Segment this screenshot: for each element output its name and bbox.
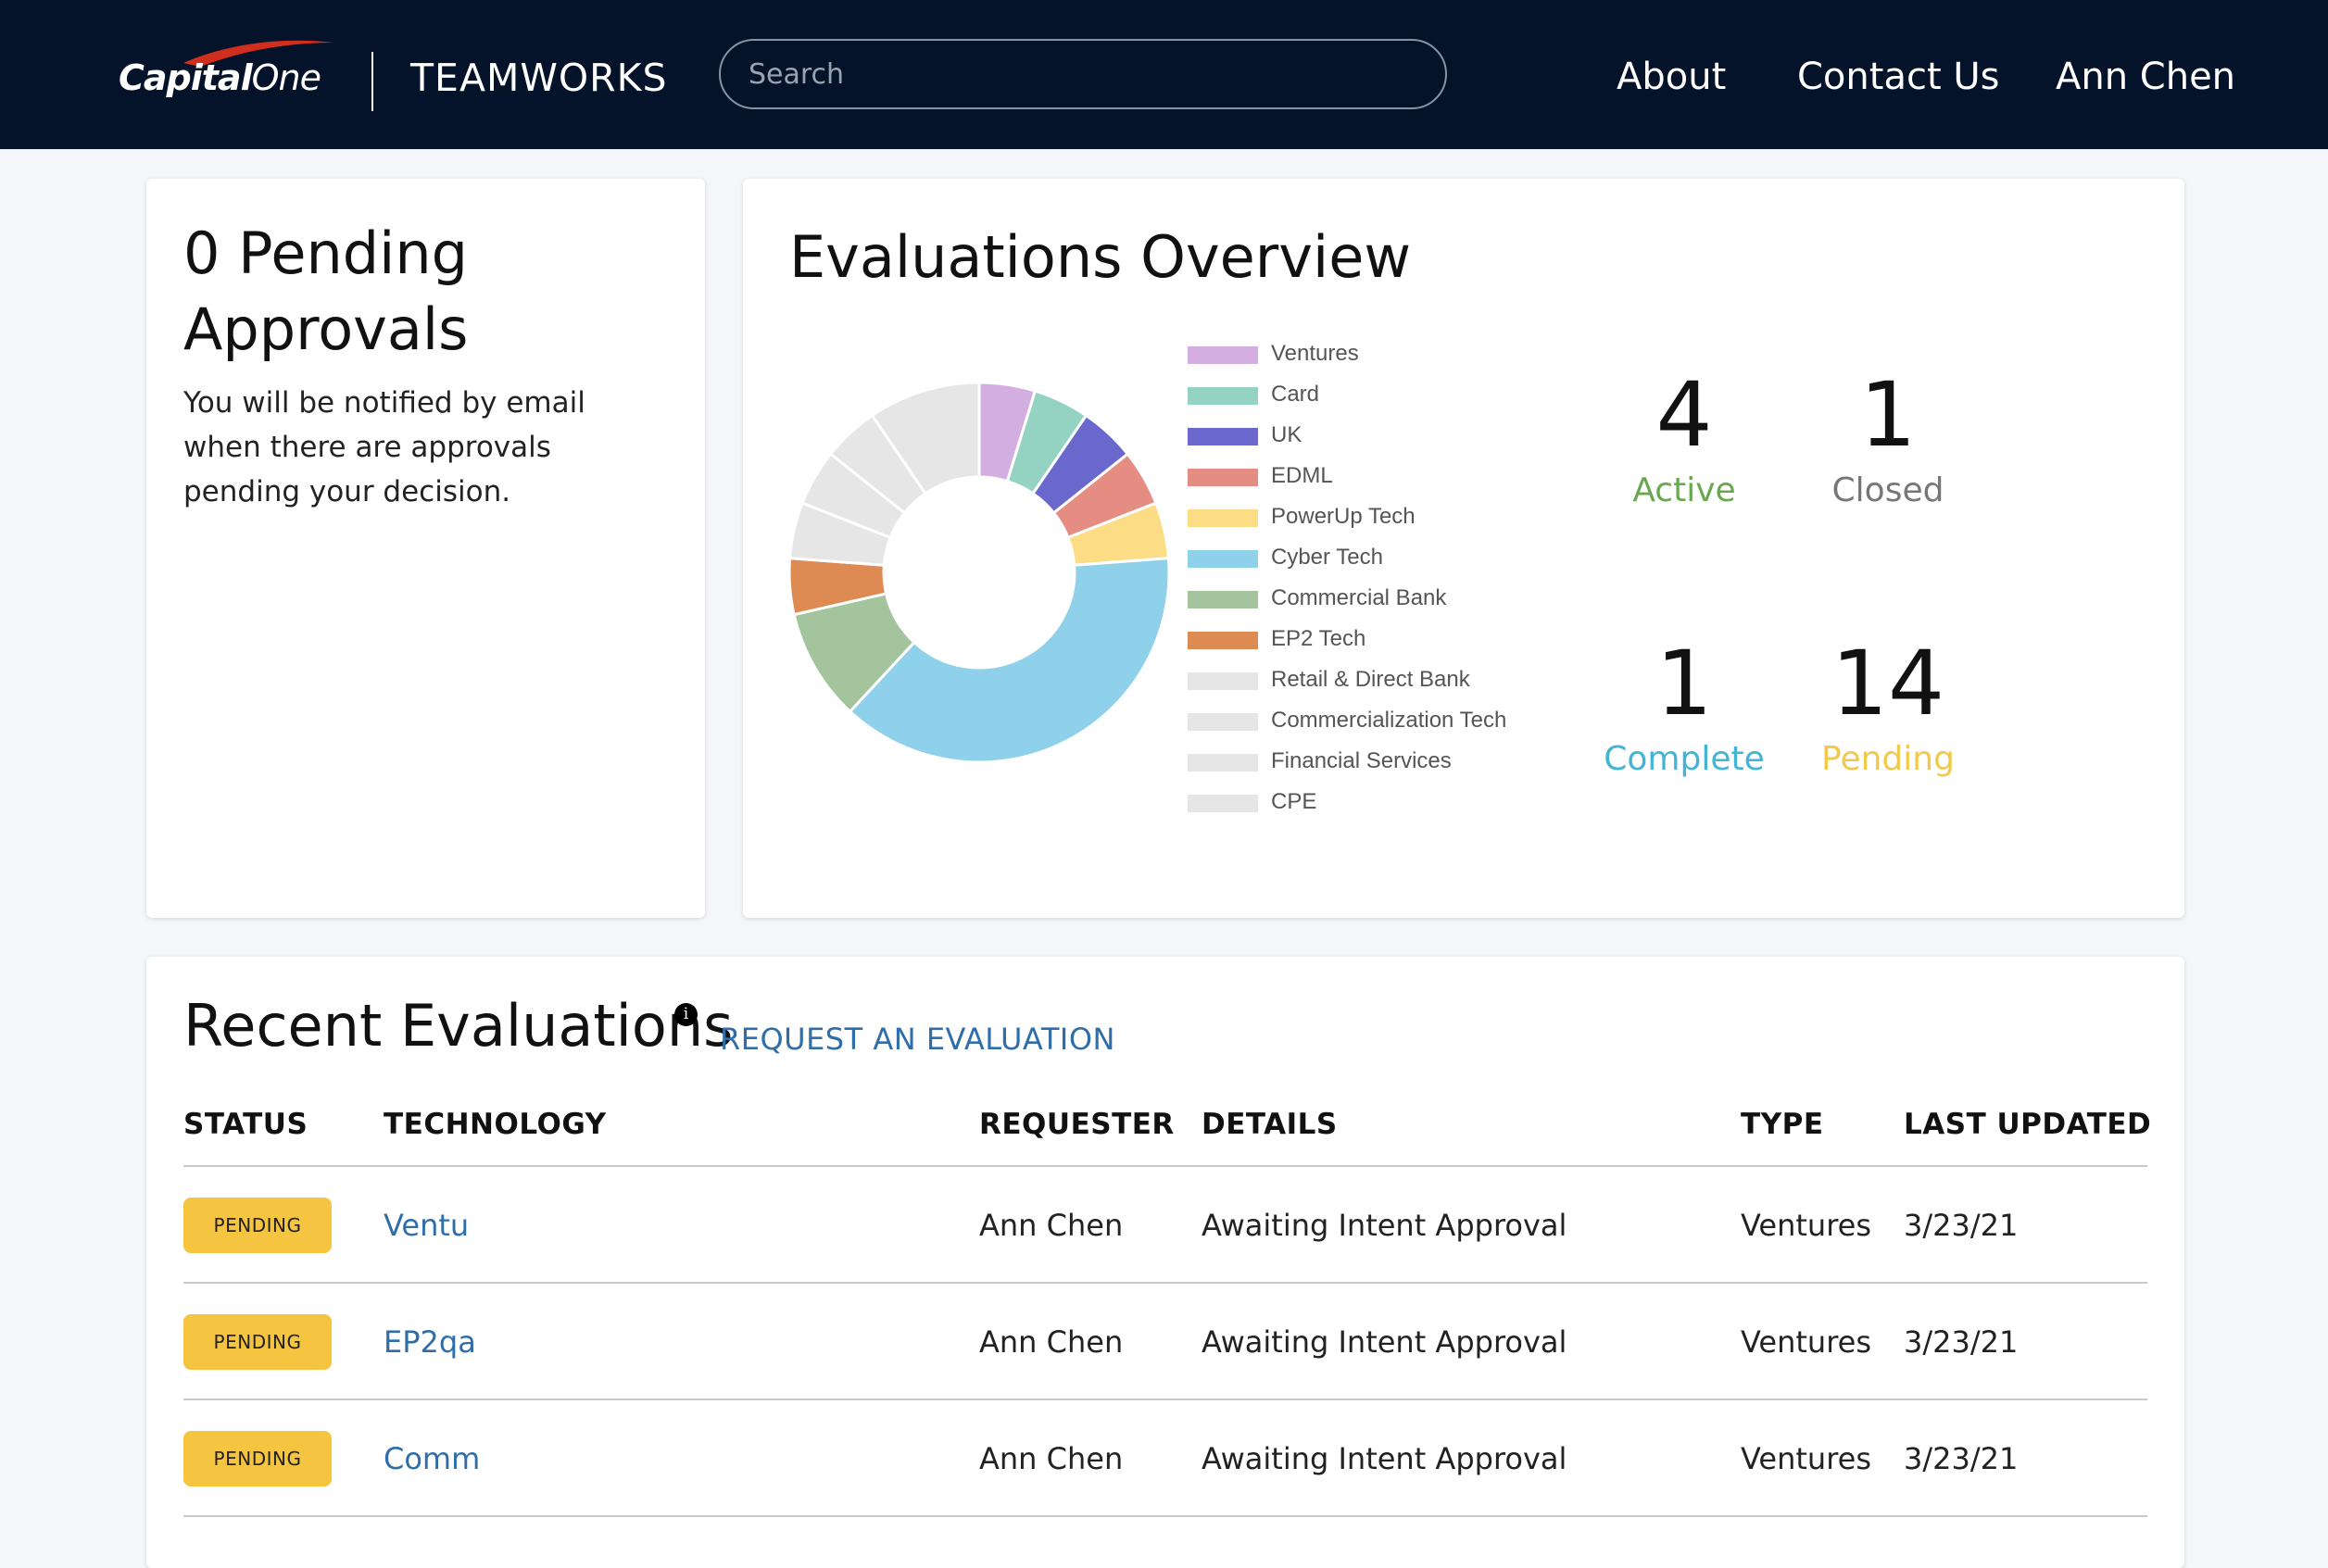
legend-label: Retail & Direct Bank: [1271, 667, 1470, 692]
technology-link[interactable]: Ventu: [384, 1208, 470, 1243]
stat-pending: 14 Pending: [1777, 633, 1999, 778]
legend-label: Card: [1271, 382, 1320, 407]
last-updated-cell: 3/23/21: [1904, 1441, 2019, 1476]
recent-evaluations-card: Recent Evaluations i REQUEST AN EVALUATI…: [146, 957, 2184, 1568]
legend-swatch: [1188, 469, 1258, 486]
legend-label: Cyber Tech: [1271, 545, 1383, 570]
request-evaluation-link[interactable]: REQUEST AN EVALUATION: [720, 1022, 1115, 1057]
column-header-last-updated[interactable]: LAST UPDATED: [1904, 1108, 2152, 1141]
column-header-requester[interactable]: REQUESTER: [979, 1108, 1175, 1141]
stat-closed: 1 Closed: [1777, 364, 1999, 509]
pending-approvals-card: 0 Pending Approvals You will be notified…: [146, 179, 705, 918]
type-cell: Ventures: [1741, 1324, 1872, 1360]
recent-evaluations-title: Recent Evaluations: [183, 992, 734, 1060]
column-header-status[interactable]: STATUS: [183, 1108, 308, 1141]
stat-active: 4 Active: [1573, 364, 1795, 509]
row-divider: [183, 1282, 2147, 1284]
requester-cell: Ann Chen: [979, 1441, 1124, 1476]
user-menu[interactable]: Ann Chen: [2056, 56, 2236, 98]
last-updated-cell: 3/23/21: [1904, 1208, 2019, 1243]
donut-slice-cpe[interactable]: [870, 383, 981, 495]
legend-label: EDML: [1271, 463, 1333, 488]
details-cell: Awaiting Intent Approval: [1202, 1441, 1567, 1476]
status-badge: PENDING: [183, 1314, 332, 1370]
legend-label: EP2 Tech: [1271, 626, 1366, 651]
capital-one-logo[interactable]: CapitalOne: [119, 37, 341, 111]
requester-cell: Ann Chen: [979, 1208, 1124, 1243]
type-cell: Ventures: [1741, 1441, 1872, 1476]
top-nav-bar: CapitalOne TEAMWORKS About Contact Us An…: [0, 0, 2328, 149]
stat-complete-label: Complete: [1604, 740, 1765, 778]
legend-swatch: [1188, 591, 1258, 608]
stat-complete: 1 Complete: [1573, 633, 1795, 778]
legend-swatch: [1188, 795, 1258, 812]
pending-approvals-title: 0 Pending Approvals: [183, 220, 469, 363]
logo-wordmark: CapitalOne: [119, 57, 321, 98]
legend-swatch: [1188, 550, 1258, 568]
details-cell: Awaiting Intent Approval: [1202, 1324, 1567, 1360]
stat-pending-value: 14: [1831, 632, 1945, 735]
legend-label: UK: [1271, 422, 1302, 447]
row-divider: [183, 1515, 2147, 1517]
column-header-technology[interactable]: TECHNOLOGY: [384, 1108, 607, 1141]
legend-swatch: [1188, 754, 1258, 771]
stat-closed-value: 1: [1859, 363, 1917, 467]
legend-swatch: [1188, 672, 1258, 690]
stat-closed-label: Closed: [1831, 471, 1944, 509]
table-row[interactable]: PENDING EP2qa Ann Chen Awaiting Intent A…: [146, 1284, 2184, 1400]
legend-swatch: [1188, 509, 1258, 527]
legend-swatch: [1188, 632, 1258, 649]
technology-link[interactable]: EP2qa: [384, 1324, 476, 1360]
last-updated-cell: 3/23/21: [1904, 1324, 2019, 1360]
type-cell: Ventures: [1741, 1208, 1872, 1243]
stat-active-label: Active: [1632, 471, 1736, 509]
overview-title: Evaluations Overview: [789, 223, 1412, 291]
details-cell: Awaiting Intent Approval: [1202, 1208, 1567, 1243]
technology-link[interactable]: Comm: [384, 1441, 481, 1476]
info-icon[interactable]: i: [674, 1003, 698, 1026]
app-name[interactable]: TEAMWORKS: [410, 56, 668, 100]
pending-approvals-text: You will be notified by email when there…: [183, 386, 585, 508]
legend-swatch: [1188, 428, 1258, 445]
column-header-type[interactable]: TYPE: [1741, 1108, 1824, 1141]
row-divider: [183, 1399, 2147, 1400]
legend-swatch: [1188, 346, 1258, 364]
table-row[interactable]: PENDING Ventu Ann Chen Awaiting Intent A…: [146, 1167, 2184, 1284]
search-input[interactable]: [719, 39, 1447, 109]
donut-slice-cyber-tech[interactable]: [848, 557, 1169, 762]
legend-label: PowerUp Tech: [1271, 504, 1416, 529]
evaluations-overview-card: Evaluations Overview Ventures Card UK EDML P…: [743, 179, 2184, 918]
legend-label: Commercial Bank: [1271, 585, 1447, 610]
status-badge: PENDING: [183, 1431, 332, 1486]
legend-swatch: [1188, 387, 1258, 405]
legend-swatch: [1188, 713, 1258, 731]
nav-contact-link[interactable]: Contact Us: [1797, 56, 2000, 98]
stat-active-value: 4: [1655, 363, 1713, 467]
table-header-divider: [183, 1165, 2147, 1167]
legend-label: Financial Services: [1271, 748, 1452, 773]
stat-complete-value: 1: [1655, 632, 1713, 735]
legend-label: Commercialization Tech: [1271, 708, 1507, 733]
status-badge: PENDING: [183, 1198, 332, 1253]
legend-label: Ventures: [1271, 341, 1359, 366]
nav-about-link[interactable]: About: [1617, 56, 1727, 98]
logo-swoosh-icon: [183, 40, 333, 67]
evaluations-donut-chart: [789, 383, 1169, 762]
stat-pending-label: Pending: [1821, 740, 1955, 778]
column-header-details[interactable]: DETAILS: [1202, 1108, 1338, 1141]
legend-label: CPE: [1271, 789, 1317, 814]
table-row[interactable]: PENDING Comm Ann Chen Awaiting Intent Ap…: [146, 1400, 2184, 1517]
requester-cell: Ann Chen: [979, 1324, 1124, 1360]
logo-divider: [371, 52, 373, 111]
